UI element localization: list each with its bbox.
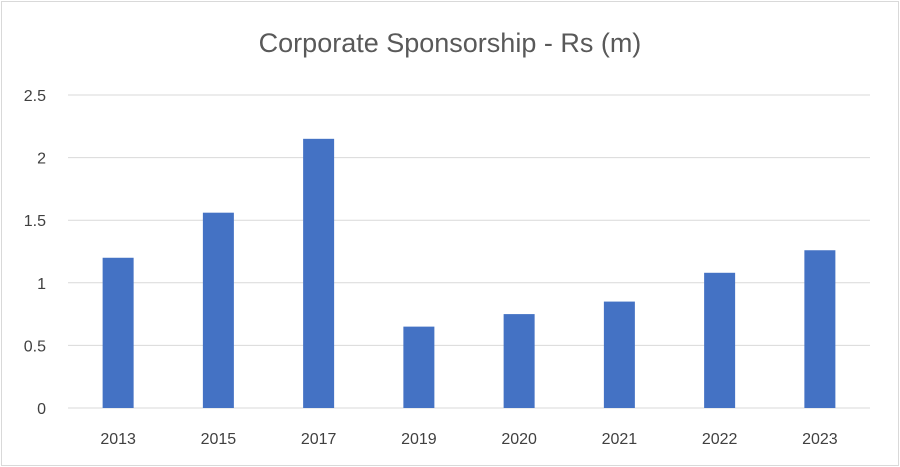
y-tick-label: 2 bbox=[37, 151, 46, 168]
bars bbox=[102, 138, 836, 408]
x-tick-label: 2019 bbox=[401, 431, 437, 448]
bar-2019 bbox=[403, 326, 435, 408]
x-tick-label: 2022 bbox=[702, 431, 738, 448]
y-tick-label: 2.5 bbox=[24, 88, 46, 105]
x-tick-label: 2020 bbox=[501, 431, 537, 448]
x-tick-label: 2017 bbox=[301, 431, 337, 448]
bar-2021 bbox=[603, 301, 635, 408]
bar-2017 bbox=[303, 138, 335, 408]
gridlines bbox=[68, 94, 870, 409]
y-tick-label: 1 bbox=[37, 276, 46, 293]
bar-2020 bbox=[503, 314, 535, 408]
chart-title: Corporate Sponsorship - Rs (m) bbox=[259, 28, 642, 58]
x-tick-label: 2015 bbox=[201, 431, 237, 448]
bar-2022 bbox=[704, 272, 736, 408]
bar-2015 bbox=[202, 212, 234, 408]
x-tick-label: 2013 bbox=[100, 431, 136, 448]
x-tick-label: 2021 bbox=[602, 431, 638, 448]
bar-2023 bbox=[804, 250, 836, 408]
y-tick-label: 1.5 bbox=[24, 213, 46, 230]
y-tick-label: 0.5 bbox=[24, 338, 46, 355]
x-tick-label: 2023 bbox=[802, 431, 838, 448]
y-axis-ticks: 0 0.5 1 1.5 2 2.5 bbox=[24, 88, 46, 418]
y-tick-label: 0 bbox=[37, 401, 46, 418]
bar-2013 bbox=[102, 257, 134, 408]
x-axis-ticks: 2013 2015 2017 2019 2020 2021 2022 2023 bbox=[100, 431, 837, 448]
